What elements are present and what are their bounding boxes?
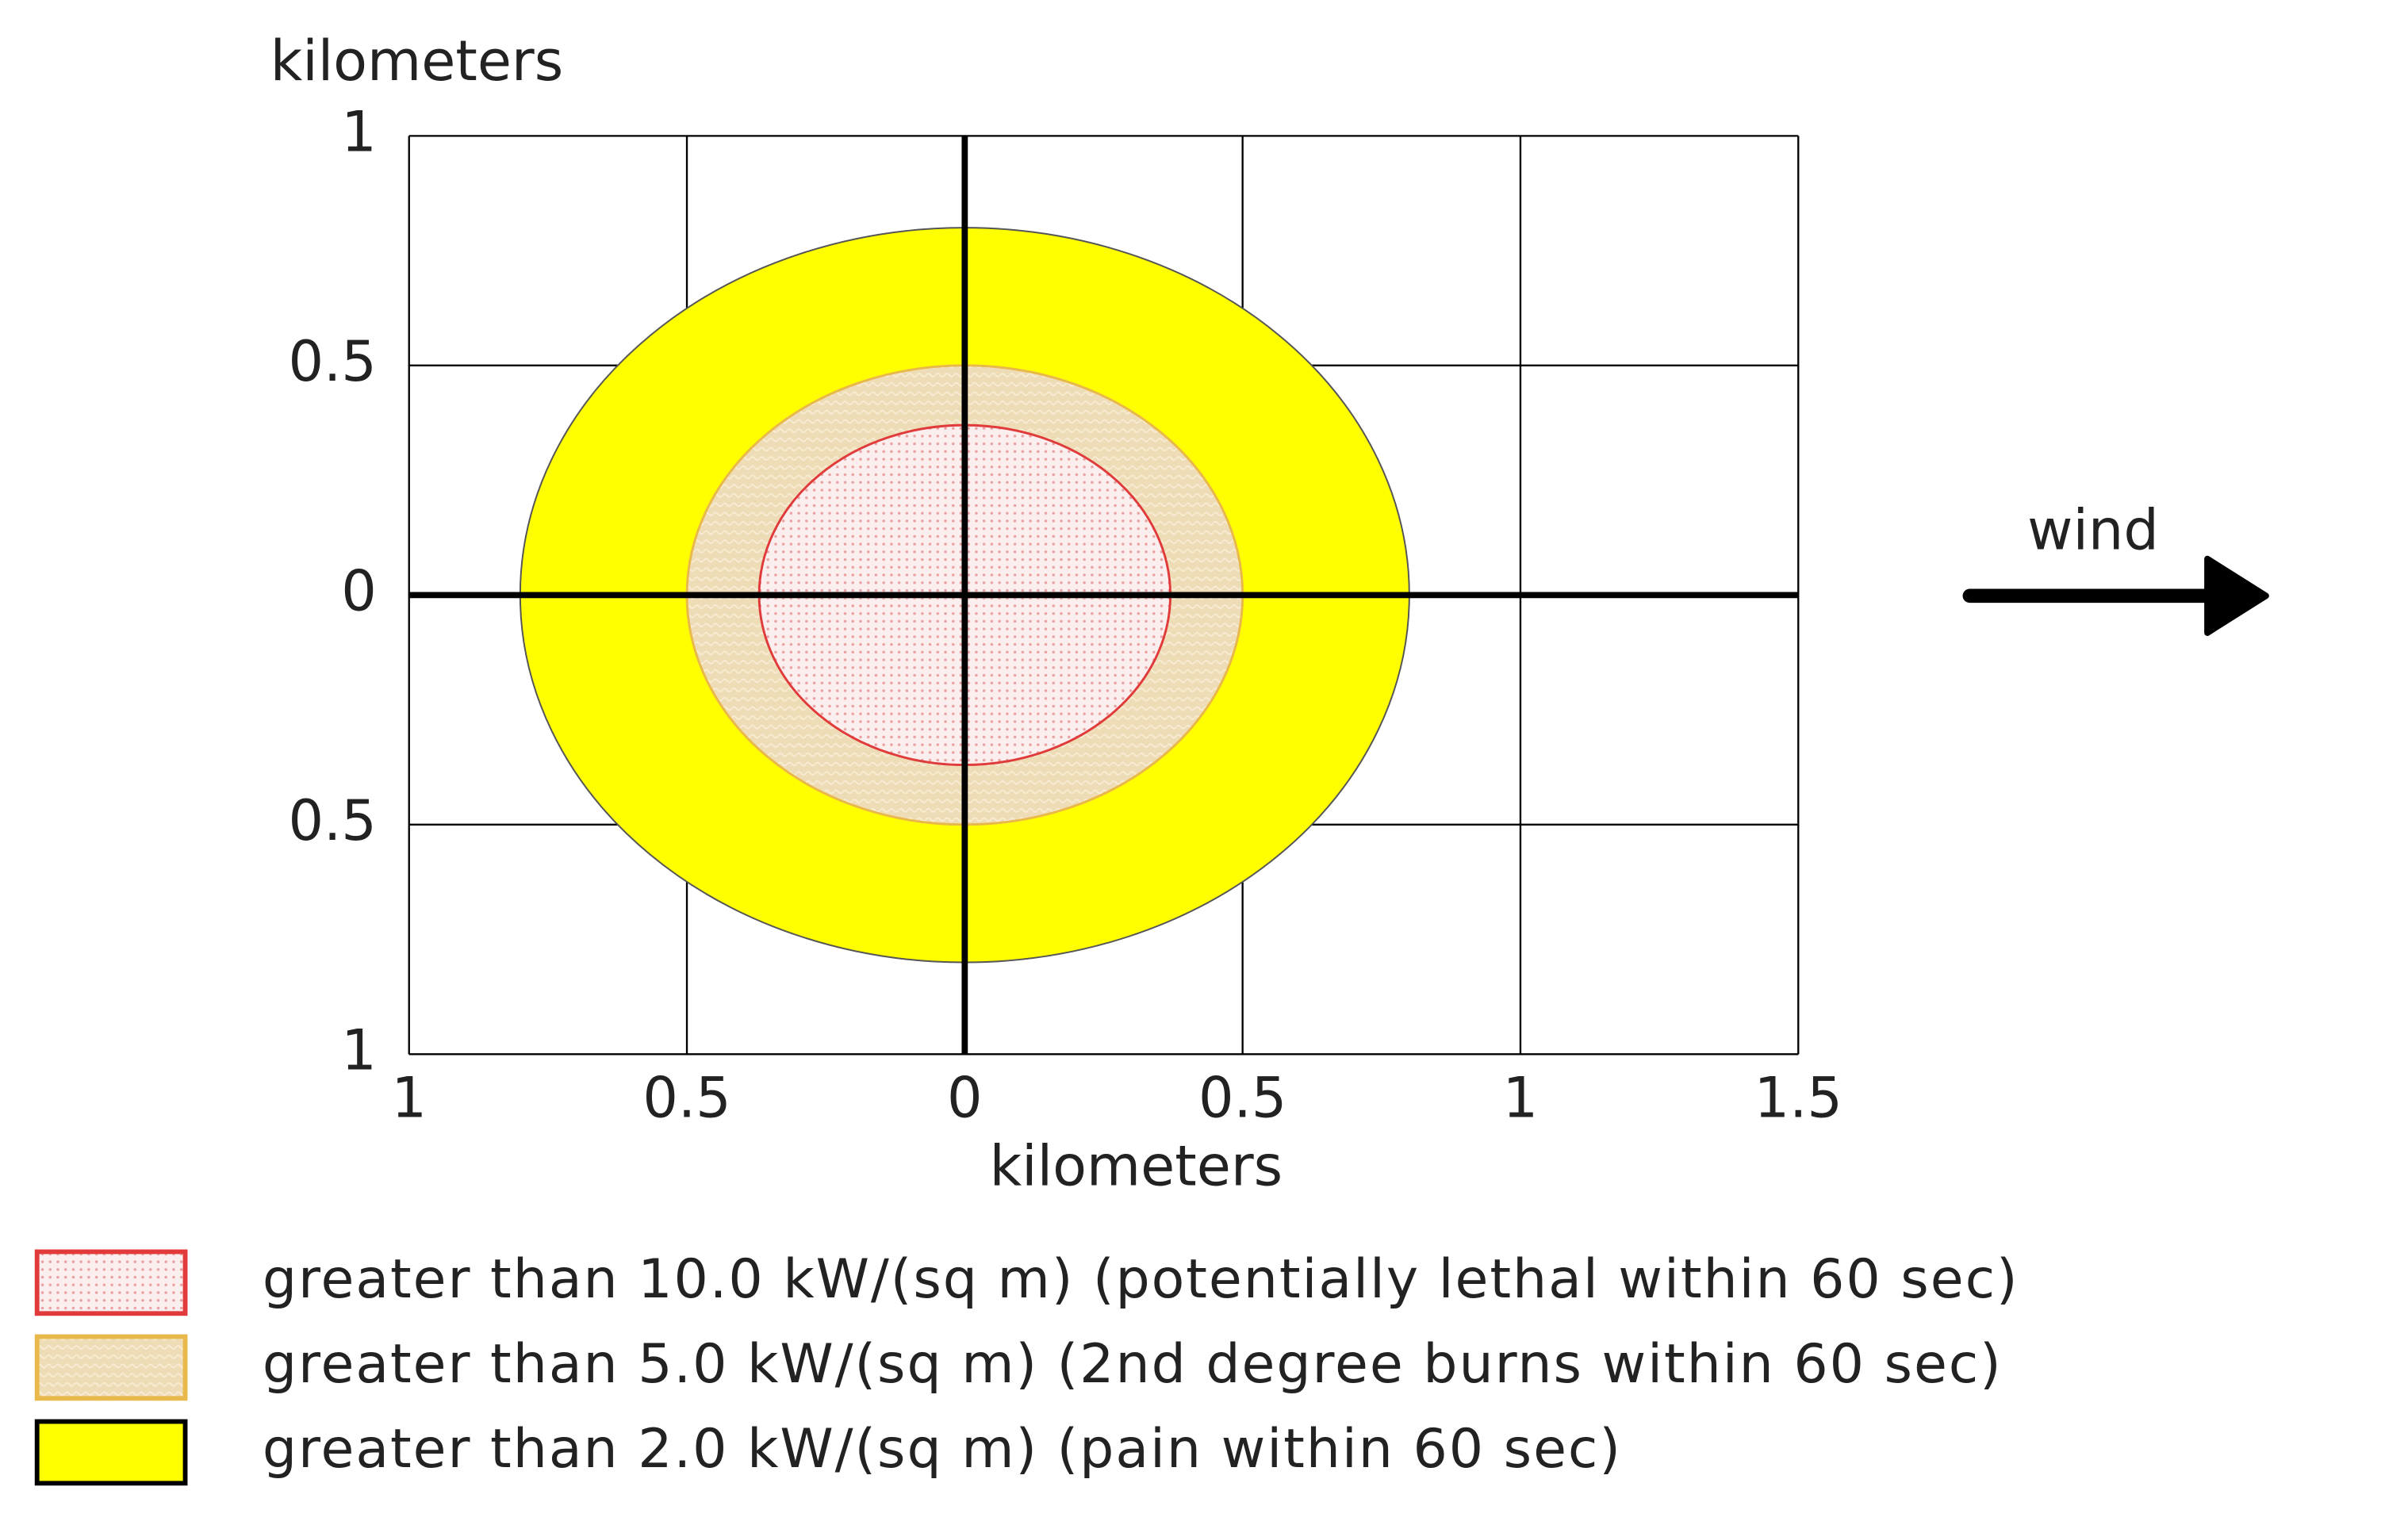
- legend-label: greater than 5.0 kW/(sq m) (2nd degree b…: [263, 1333, 2003, 1396]
- y-axis-label: kilometers: [270, 29, 564, 94]
- wind-label: wind: [2027, 498, 2159, 563]
- legend: greater than 2.0 kW/(sq m) (pain within …: [34, 1248, 2019, 1486]
- x-tick-label: 0.5: [642, 1066, 730, 1131]
- x-axis-label: kilometers: [990, 1133, 1283, 1198]
- plot-area: [408, 135, 1800, 1056]
- legend-swatch: [34, 1334, 188, 1401]
- x-tick-label: 1: [1503, 1066, 1539, 1131]
- y-tick-label: 1: [341, 99, 377, 164]
- y-tick-label: 1: [341, 1017, 377, 1082]
- x-tick-label: 1: [391, 1066, 427, 1131]
- legend-swatch: [34, 1419, 188, 1486]
- legend-swatch: [34, 1249, 188, 1316]
- y-tick-label: 0.5: [288, 788, 376, 853]
- wind-arrow: [1962, 555, 2269, 636]
- x-tick-label: 1.5: [1754, 1066, 1842, 1131]
- legend-label: greater than 2.0 kW/(sq m) (pain within …: [263, 1418, 1622, 1481]
- x-tick-label: 0: [947, 1066, 983, 1131]
- legend-label: greater than 10.0 kW/(sq m) (potentially…: [263, 1248, 2019, 1311]
- y-tick-label: 0.5: [288, 329, 376, 394]
- x-tick-label: 0.5: [1198, 1066, 1286, 1131]
- y-tick-label: 0: [341, 558, 377, 623]
